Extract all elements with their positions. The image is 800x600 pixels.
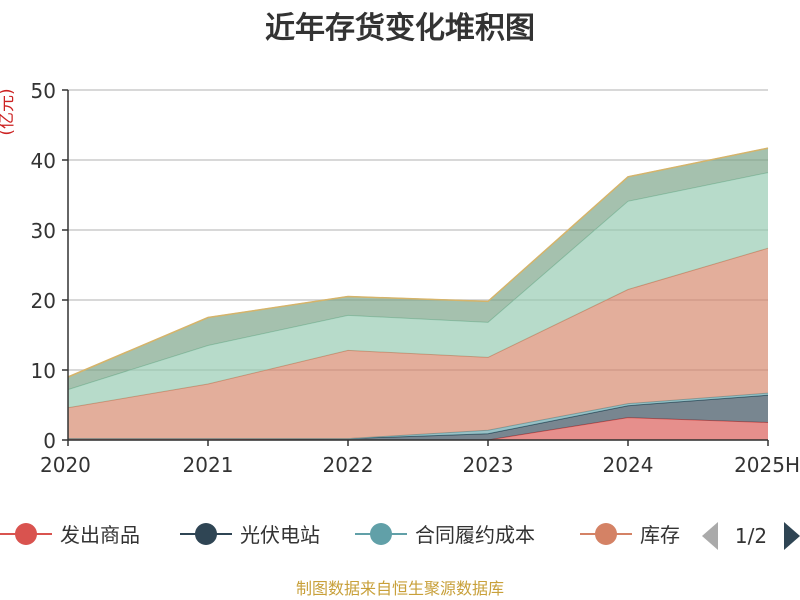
legend-prev-icon[interactable] (702, 522, 718, 550)
legend-item-3[interactable]: 库存 (580, 523, 680, 547)
legend-marker-icon (595, 523, 617, 545)
series-areas (67, 147, 769, 441)
legend-next-icon[interactable] (784, 522, 800, 550)
area-series-1 (68, 395, 768, 440)
x-tick-label-2020: 2020 (40, 453, 91, 477)
stack-top-line (67, 147, 769, 378)
y-tick-label-30: 30 (31, 219, 56, 243)
legend-marker-icon (370, 523, 392, 545)
y-axis-unit: (亿元) (0, 88, 17, 135)
x-tick-label-2021: 2021 (183, 453, 234, 477)
y-tick-label-10: 10 (31, 359, 56, 383)
data-source-footer: 制图数据来自恒生聚源数据库 (296, 579, 504, 598)
x-tick-label-2023: 2023 (463, 453, 514, 477)
y-tick-label-40: 40 (31, 149, 56, 173)
x-tick-labels: 2020 2021 2022 2023 2024 2025H (40, 453, 800, 477)
legend-item-1[interactable]: 光伏电站 (180, 523, 320, 547)
area-series-3 (68, 248, 768, 439)
chart-title: 近年存货变化堆积图 (265, 11, 535, 46)
x-tick-label-2025H: 2025H (734, 453, 800, 477)
legend-marker-icon (15, 523, 37, 545)
y-tick-labels: 0 10 20 30 40 50 (31, 79, 56, 453)
y-tick-label-20: 20 (31, 289, 56, 313)
legend: 发出商品 光伏电站 合同履约成本 库存 (0, 523, 680, 547)
axes (62, 89, 769, 446)
legend-item-2[interactable]: 合同履约成本 (355, 523, 535, 547)
legend-label: 光伏电站 (240, 523, 320, 547)
x-tick-label-2024: 2024 (603, 453, 654, 477)
legend-marker-icon (195, 523, 217, 545)
legend-pager: 1/2 (702, 522, 800, 550)
y-tick-label-50: 50 (31, 79, 56, 103)
area-series-4 (68, 172, 768, 408)
legend-page-indicator: 1/2 (735, 524, 767, 548)
legend-label: 库存 (640, 523, 680, 547)
legend-label: 发出商品 (60, 523, 140, 547)
legend-item-0[interactable]: 发出商品 (0, 523, 140, 547)
legend-label: 合同履约成本 (415, 523, 535, 547)
y-tick-label-0: 0 (43, 429, 56, 453)
x-tick-label-2022: 2022 (323, 453, 374, 477)
